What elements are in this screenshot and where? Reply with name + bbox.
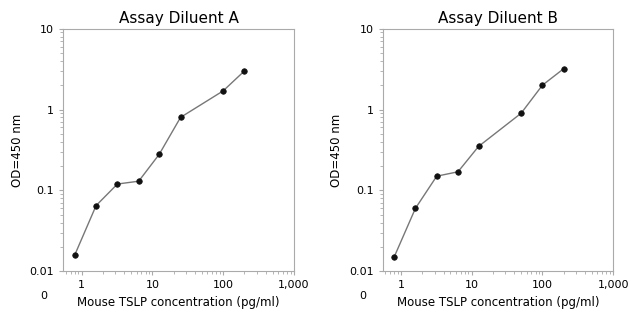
Text: 0: 0 <box>40 291 47 301</box>
X-axis label: Mouse TSLP concentration (pg/ml): Mouse TSLP concentration (pg/ml) <box>77 296 280 309</box>
Title: Assay Diluent B: Assay Diluent B <box>438 11 558 26</box>
Title: Assay Diluent A: Assay Diluent A <box>118 11 239 26</box>
Y-axis label: OD=450 nm: OD=450 nm <box>11 113 24 187</box>
X-axis label: Mouse TSLP concentration (pg/ml): Mouse TSLP concentration (pg/ml) <box>397 296 599 309</box>
Text: 0: 0 <box>360 291 367 301</box>
Y-axis label: OD=450 nm: OD=450 nm <box>330 113 344 187</box>
